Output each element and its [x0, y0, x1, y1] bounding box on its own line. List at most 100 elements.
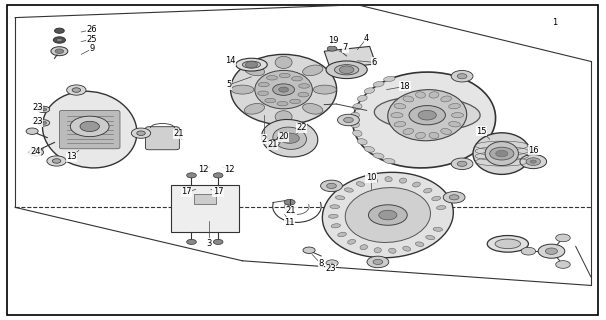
Circle shape [443, 192, 465, 203]
Ellipse shape [360, 245, 368, 250]
Ellipse shape [322, 172, 453, 258]
Ellipse shape [353, 130, 362, 137]
Text: 26: 26 [87, 25, 98, 34]
Ellipse shape [328, 214, 338, 218]
Ellipse shape [424, 188, 432, 193]
Ellipse shape [356, 182, 365, 186]
Text: 21: 21 [173, 129, 184, 138]
Ellipse shape [394, 103, 406, 109]
Text: 13: 13 [66, 152, 77, 161]
Circle shape [267, 145, 276, 149]
Ellipse shape [277, 101, 288, 106]
Text: 22: 22 [296, 124, 307, 132]
Ellipse shape [416, 92, 425, 98]
Text: 8: 8 [319, 260, 324, 268]
Text: 9: 9 [90, 44, 95, 53]
Circle shape [132, 128, 151, 138]
Circle shape [338, 114, 359, 126]
Ellipse shape [290, 99, 301, 104]
Circle shape [496, 150, 508, 157]
Ellipse shape [353, 103, 362, 110]
Ellipse shape [313, 85, 336, 94]
Circle shape [449, 195, 459, 200]
Text: 18: 18 [399, 82, 410, 91]
Circle shape [327, 183, 336, 188]
Ellipse shape [388, 248, 396, 253]
Circle shape [26, 128, 38, 134]
Ellipse shape [448, 103, 461, 109]
Ellipse shape [330, 205, 339, 209]
Circle shape [490, 147, 514, 160]
Circle shape [284, 199, 295, 205]
Circle shape [213, 173, 223, 178]
Text: 12: 12 [224, 165, 235, 174]
Ellipse shape [374, 248, 381, 253]
Circle shape [53, 37, 65, 43]
Circle shape [556, 234, 570, 242]
Text: 20: 20 [278, 132, 289, 141]
Ellipse shape [473, 133, 531, 174]
Ellipse shape [244, 65, 265, 76]
Ellipse shape [364, 146, 375, 152]
Ellipse shape [391, 113, 403, 118]
Ellipse shape [385, 177, 392, 182]
Ellipse shape [302, 65, 323, 76]
Text: 19: 19 [328, 36, 339, 45]
Circle shape [303, 247, 315, 253]
Ellipse shape [275, 56, 292, 68]
Ellipse shape [231, 85, 254, 94]
Bar [171, 185, 239, 232]
Text: 17: 17 [213, 188, 224, 196]
Ellipse shape [230, 54, 337, 125]
Ellipse shape [42, 91, 137, 168]
Ellipse shape [429, 92, 439, 98]
Ellipse shape [258, 82, 269, 87]
Ellipse shape [358, 95, 367, 101]
Circle shape [279, 87, 288, 92]
Ellipse shape [384, 76, 395, 82]
Ellipse shape [335, 65, 359, 75]
Circle shape [339, 66, 354, 74]
Circle shape [344, 117, 353, 123]
Ellipse shape [338, 232, 347, 237]
Text: 2: 2 [261, 135, 266, 144]
Circle shape [451, 70, 473, 82]
Ellipse shape [485, 141, 519, 166]
Ellipse shape [429, 132, 439, 139]
Ellipse shape [403, 129, 414, 134]
Circle shape [29, 148, 44, 156]
Text: 4: 4 [364, 34, 369, 43]
Ellipse shape [262, 119, 318, 157]
Circle shape [56, 38, 62, 42]
Ellipse shape [258, 91, 268, 95]
Ellipse shape [265, 98, 276, 103]
Circle shape [52, 159, 61, 163]
Circle shape [55, 28, 64, 33]
Circle shape [273, 84, 295, 95]
Circle shape [38, 106, 50, 113]
Circle shape [379, 210, 397, 220]
Text: 6: 6 [372, 58, 377, 67]
Ellipse shape [350, 112, 359, 119]
Circle shape [556, 261, 570, 268]
Ellipse shape [326, 61, 367, 78]
Circle shape [538, 244, 565, 258]
Circle shape [367, 256, 389, 268]
Circle shape [245, 61, 258, 68]
Text: 12: 12 [198, 165, 209, 174]
Circle shape [418, 110, 436, 120]
Ellipse shape [275, 111, 292, 123]
Circle shape [326, 260, 338, 266]
Ellipse shape [431, 196, 441, 201]
Ellipse shape [403, 246, 411, 251]
Ellipse shape [388, 90, 467, 141]
Ellipse shape [344, 188, 353, 192]
Ellipse shape [298, 92, 309, 97]
Ellipse shape [384, 158, 395, 164]
Circle shape [530, 160, 536, 163]
Text: 16: 16 [528, 146, 539, 155]
Ellipse shape [348, 239, 356, 244]
Ellipse shape [267, 76, 278, 80]
Circle shape [41, 121, 47, 124]
Bar [194, 194, 216, 204]
